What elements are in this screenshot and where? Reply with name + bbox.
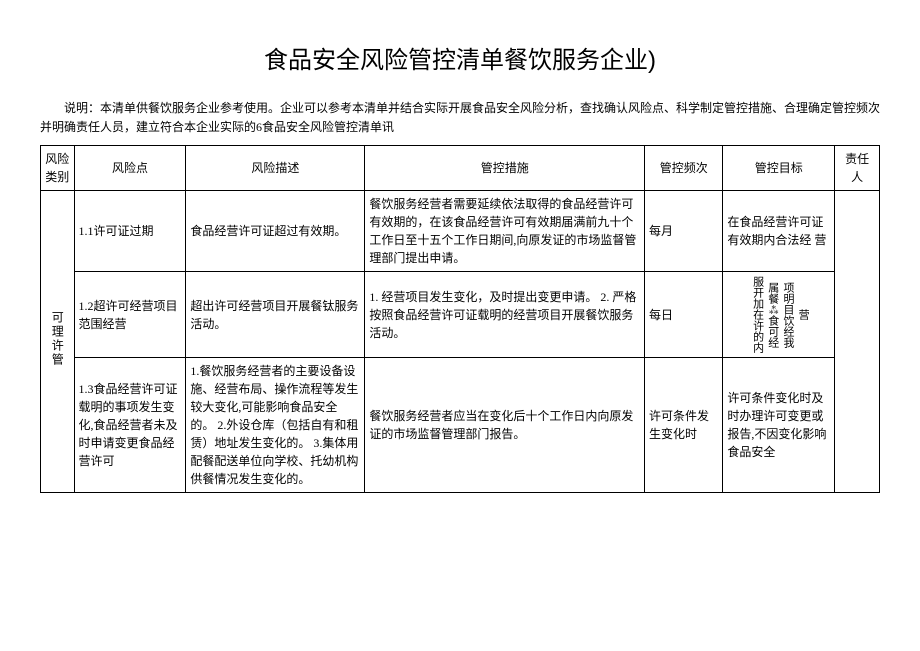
measure-cell: 1. 经营项目发生变化，及时提出变更申请。 2. 严格按照食品经营许可证载明的经… bbox=[365, 272, 645, 358]
target-cell: 在食品经营许可证有效期内合法经 营 bbox=[723, 191, 835, 272]
category-label: 可理许管 bbox=[48, 311, 66, 367]
freq-cell: 每日 bbox=[645, 272, 723, 358]
person-cell bbox=[835, 191, 880, 493]
header-target: 管控目标 bbox=[723, 146, 835, 191]
point-cell: 1.1许可证过期 bbox=[74, 191, 186, 272]
desc-cell: 食品经营许可证超过有效期。 bbox=[186, 191, 365, 272]
risk-table: 风险类别 风险点 风险描述 管控措施 管控频次 管控目标 责任人 可理许管 1.… bbox=[40, 145, 880, 493]
category-cell: 可理许管 bbox=[41, 191, 75, 493]
page-title: 食品安全风险管控清单餐饮服务企业) bbox=[40, 40, 880, 75]
header-desc: 风险描述 bbox=[186, 146, 365, 191]
freq-cell: 每月 bbox=[645, 191, 723, 272]
target-cell: 服开加在许的内属餐⁂食可经项明目饮经我营 bbox=[723, 272, 835, 358]
table-row: 可理许管 1.1许可证过期 食品经营许可证超过有效期。 餐饮服务经营者需要延续依… bbox=[41, 191, 880, 272]
measure-cell: 餐饮服务经营者需要延续依法取得的食品经营许可有效期的，在该食品经营许可有效期届满… bbox=[365, 191, 645, 272]
description-text: 说明：本清单供餐饮服务企业参考使用。企业可以参考本清单并结合实际开展食品安全风险… bbox=[40, 99, 880, 137]
point-cell: 1.2超许可经营项目范围经营 bbox=[74, 272, 186, 358]
table-row: 1.2超许可经营项目范围经营 超出许可经营项目开展餐钛服务活动。 1. 经营项目… bbox=[41, 272, 880, 358]
header-freq: 管控频次 bbox=[645, 146, 723, 191]
target-cell: 许可条件变化时及时办理许可变更或报告,不因变化影响食品安全 bbox=[723, 358, 835, 493]
header-measure: 管控措施 bbox=[365, 146, 645, 191]
point-cell: 1.3食品经营许可证载明的事项发生变化,食品经营者未及时申请变更食品经营许可 bbox=[74, 358, 186, 493]
header-point: 风险点 bbox=[74, 146, 186, 191]
desc-cell: 1.餐饮服务经营者的主要设备设施、经营布局、操作流程等发生较大变化,可能影响食品… bbox=[186, 358, 365, 493]
measure-cell: 餐饮服务经营者应当在变化后十个工作日内向原发证的市场监督管理部门报告。 bbox=[365, 358, 645, 493]
table-header-row: 风险类别 风险点 风险描述 管控措施 管控频次 管控目标 责任人 bbox=[41, 146, 880, 191]
header-category: 风险类别 bbox=[41, 146, 75, 191]
header-person: 责任人 bbox=[835, 146, 880, 191]
table-row: 1.3食品经营许可证载明的事项发生变化,食品经营者未及时申请变更食品经营许可 1… bbox=[41, 358, 880, 493]
freq-cell: 许可条件发生变化时 bbox=[645, 358, 723, 493]
desc-cell: 超出许可经营项目开展餐钛服务活动。 bbox=[186, 272, 365, 358]
